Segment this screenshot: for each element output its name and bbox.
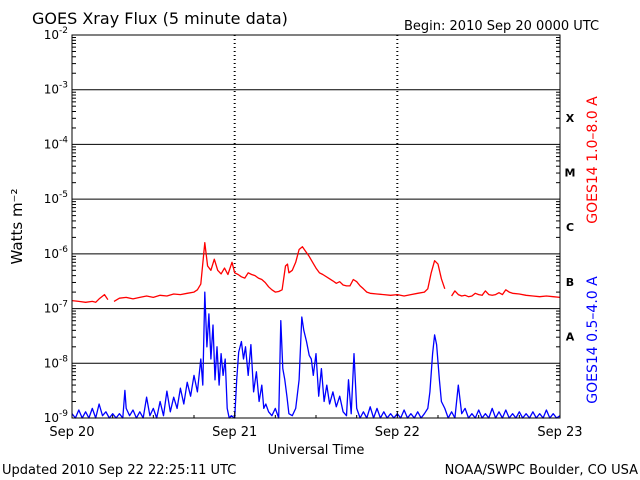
- y-tick-label: 10-5: [44, 190, 68, 206]
- x-tick-label: Sep 23: [537, 425, 582, 440]
- chart-title: GOES Xray Flux (5 minute data): [32, 9, 288, 28]
- footer-updated: Updated 2010 Sep 22 22:25:11 UTC: [2, 463, 236, 478]
- footer-credit: NOAA/SWPC Boulder, CO USA: [445, 463, 638, 478]
- y-axis-label: Watts m⁻²: [8, 189, 26, 265]
- legend-short-channel: GOES14 0.5–4.0 A: [585, 276, 601, 404]
- y-tick-label: 10-9: [44, 409, 69, 425]
- x-tick-label: Sep 21: [212, 425, 257, 440]
- y-tick-label: 10-8: [44, 354, 69, 370]
- flare-class-label: C: [566, 221, 574, 234]
- y-tick-label: 10-6: [44, 245, 69, 261]
- x-axis-label: Universal Time: [268, 443, 365, 458]
- begin-time-label: Begin: 2010 Sep 20 0000 UTC: [404, 19, 599, 34]
- y-tick-label: 10-3: [44, 81, 68, 97]
- flare-class-label: M: [565, 167, 576, 180]
- series-line: [71, 242, 561, 303]
- series-line: [71, 291, 561, 419]
- legend-long-channel: GOES14 1.0–8.0 A: [585, 96, 601, 224]
- flare-class-label: X: [566, 112, 575, 125]
- y-tick-label: 10-2: [44, 26, 68, 42]
- flare-class-label: A: [566, 331, 575, 344]
- x-tick-label: Sep 20: [49, 425, 94, 440]
- flare-class-label: B: [566, 276, 574, 289]
- y-tick-label: 10-7: [44, 300, 68, 316]
- x-tick-label: Sep 22: [375, 425, 420, 440]
- plot-area: Sep 20 Sep 21 Sep 22 Sep 23 10-2 10-3 10-4 10-5…: [8, 26, 601, 458]
- y-tick-label: 10-4: [44, 135, 69, 151]
